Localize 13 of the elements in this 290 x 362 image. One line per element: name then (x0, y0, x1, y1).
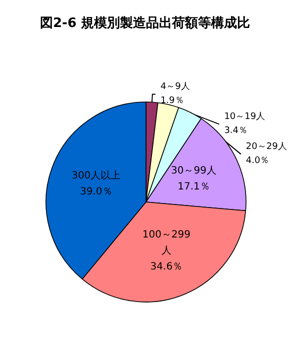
chart-title: 図2-6 規模別製造品出荷額等構成比 (40, 15, 250, 31)
data-label: 4.0％ (246, 156, 270, 166)
slice-label: 300人以上 (72, 170, 121, 182)
slice-label: 4～9人 (160, 81, 190, 92)
slice-label: 30～99人 (171, 165, 216, 176)
data-label: 34.6％ (150, 261, 183, 272)
data-label: 39.0％ (80, 186, 112, 198)
slice-label: 100～299人 (142, 229, 191, 256)
slice-label: 20～29人 (246, 141, 287, 152)
slice-label: 10～19人 (224, 111, 266, 122)
data-label: 3.4％ (224, 126, 248, 136)
data-label: 17.1％ (178, 181, 210, 192)
data-label: 1.9％ (160, 96, 184, 106)
